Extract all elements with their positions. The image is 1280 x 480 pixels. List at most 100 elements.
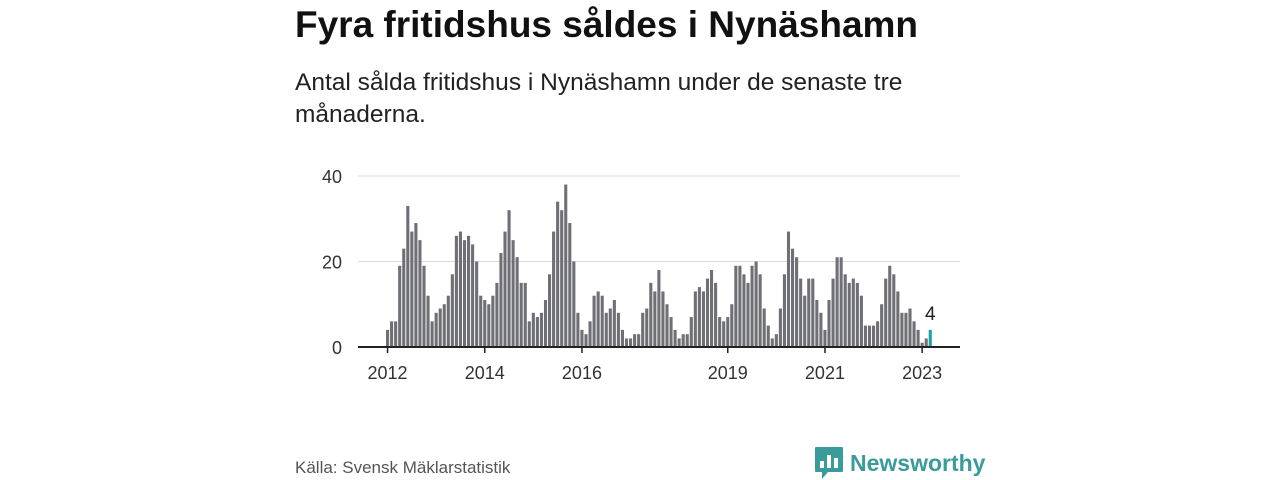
bar [543,299,548,347]
bar [782,274,786,347]
bar [487,304,491,347]
bar [410,231,414,347]
bar-chart-logo-icon [815,447,843,479]
bar [839,257,843,347]
bar [588,321,592,347]
bar [807,278,811,347]
bar [620,329,624,347]
bar [872,325,876,348]
bar [527,321,531,347]
bar [475,261,479,347]
bar [386,329,390,347]
bar [580,329,584,347]
bar [730,304,734,347]
bar [746,282,750,348]
bar [406,205,410,347]
bar [912,321,916,347]
bar [823,329,827,347]
bar [835,257,839,347]
bar [762,308,766,347]
bar [438,308,442,347]
bar [791,248,795,347]
bar [641,312,645,347]
bar [855,282,859,348]
bar [799,278,803,347]
bar [705,278,710,347]
bar [414,223,418,347]
bar [548,274,552,347]
bar [876,321,880,347]
x-tick-label: 2023 [902,363,942,383]
brand-name: Newsworthy [850,449,986,476]
bar [418,240,422,348]
bar [592,295,596,347]
bar [616,312,620,347]
bar [734,265,738,347]
axes: 0 20 40 2012 2014 2016 2019 2021 2023 4 [322,167,960,383]
bar [535,317,539,347]
bar [612,299,616,347]
bar [888,265,892,347]
bar-series [386,184,932,348]
bar [462,240,467,348]
bar [677,338,681,347]
bar [552,231,556,347]
bar [673,329,677,347]
bar [758,274,762,347]
bar [560,210,564,347]
bar [738,265,742,347]
bar [434,312,438,347]
bar [803,295,807,347]
bar [458,231,462,347]
bar [633,334,637,347]
bar-chart: 0 20 40 2012 2014 2016 2019 2021 2023 4 [322,167,960,383]
bar [600,295,604,347]
bar [511,240,515,348]
bar [754,261,758,347]
bar [426,295,430,347]
bar [499,252,503,347]
bar [515,257,519,347]
bar [454,235,458,347]
bar [851,278,855,347]
y-tick-label: 40 [322,167,342,187]
bar [701,291,705,347]
bar [847,282,851,348]
highlight-data-label: 4 [925,304,936,325]
bar [770,338,774,347]
bar [645,308,649,347]
bar [596,291,600,347]
bar [726,317,730,347]
bar [904,312,908,347]
bar [661,291,665,347]
bar [831,278,835,347]
bar [523,282,527,348]
bar [442,304,446,347]
bar [398,265,402,347]
bar [539,312,543,347]
bar [774,334,778,347]
bar [766,325,770,348]
source-note: Källa: Svensk Mäklarstatistik [295,458,511,477]
bar [519,282,523,348]
bar [819,312,823,347]
bar [576,312,580,347]
bar [584,334,588,347]
bar [920,342,924,347]
bar [669,317,673,347]
y-tick-label: 0 [332,338,342,358]
bar [507,210,511,347]
bar [608,308,612,347]
bar [778,308,782,347]
bar [697,287,701,347]
bar [863,325,867,348]
bar [916,329,920,347]
bar [859,295,863,347]
bar [880,304,884,347]
bar [604,312,608,347]
bar [693,291,697,347]
bar [685,334,689,347]
bar [843,274,847,347]
grid-lines [358,175,960,262]
bar [649,282,653,348]
